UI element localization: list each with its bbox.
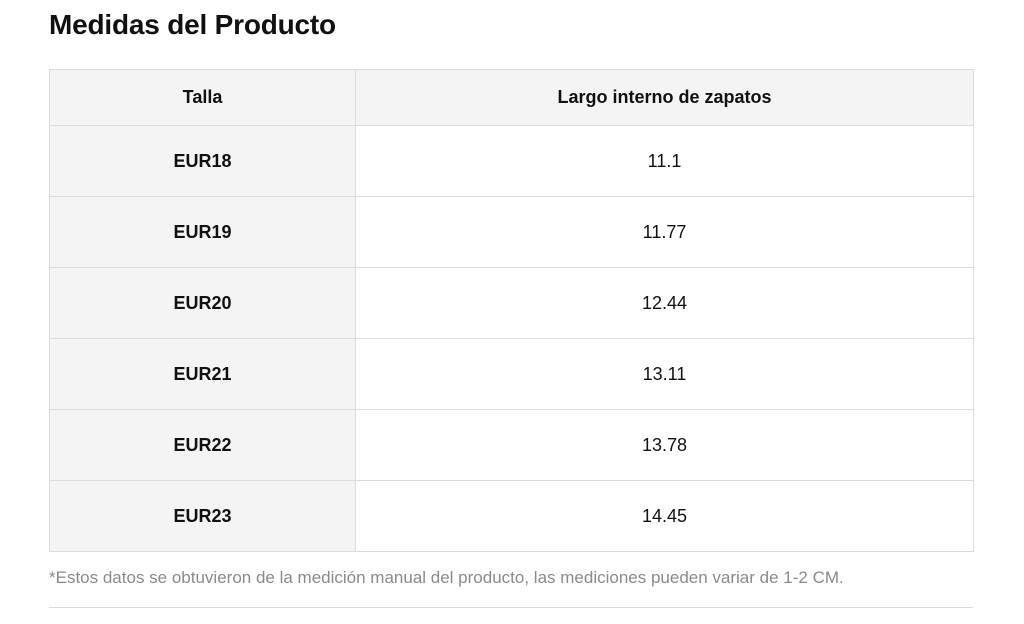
length-cell: 11.77 xyxy=(355,196,974,268)
table-row: EUR23 14.45 xyxy=(49,480,974,552)
size-cell: EUR18 xyxy=(49,125,356,197)
measurement-disclaimer: *Estos datos se obtuvieron de la medició… xyxy=(49,568,844,587)
length-cell: 13.78 xyxy=(355,409,974,481)
table-row: EUR18 11.1 xyxy=(49,125,974,197)
length-cell: 13.11 xyxy=(355,338,974,410)
size-cell: EUR22 xyxy=(49,409,356,481)
page-title: Medidas del Producto xyxy=(49,9,336,40)
length-cell: 11.1 xyxy=(355,125,974,197)
length-cell: 14.45 xyxy=(355,480,974,552)
table-row: EUR21 13.11 xyxy=(49,338,974,410)
divider xyxy=(49,607,973,608)
size-cell: EUR23 xyxy=(49,480,356,552)
size-cell: EUR19 xyxy=(49,196,356,268)
table-row: EUR19 11.77 xyxy=(49,196,974,268)
table-header-row: Talla Largo interno de zapatos xyxy=(49,69,974,126)
length-cell: 12.44 xyxy=(355,267,974,339)
size-cell: EUR20 xyxy=(49,267,356,339)
table-header: Talla Largo interno de zapatos xyxy=(49,69,974,126)
column-header-length: Largo interno de zapatos xyxy=(355,69,974,126)
column-header-size: Talla xyxy=(49,69,356,126)
table-body: EUR18 11.1 EUR19 11.77 EUR20 12.44 EUR21… xyxy=(49,125,974,552)
size-chart-table: Talla Largo interno de zapatos EUR18 11.… xyxy=(49,69,974,552)
table-row: EUR22 13.78 xyxy=(49,409,974,481)
table-row: EUR20 12.44 xyxy=(49,267,974,339)
size-cell: EUR21 xyxy=(49,338,356,410)
